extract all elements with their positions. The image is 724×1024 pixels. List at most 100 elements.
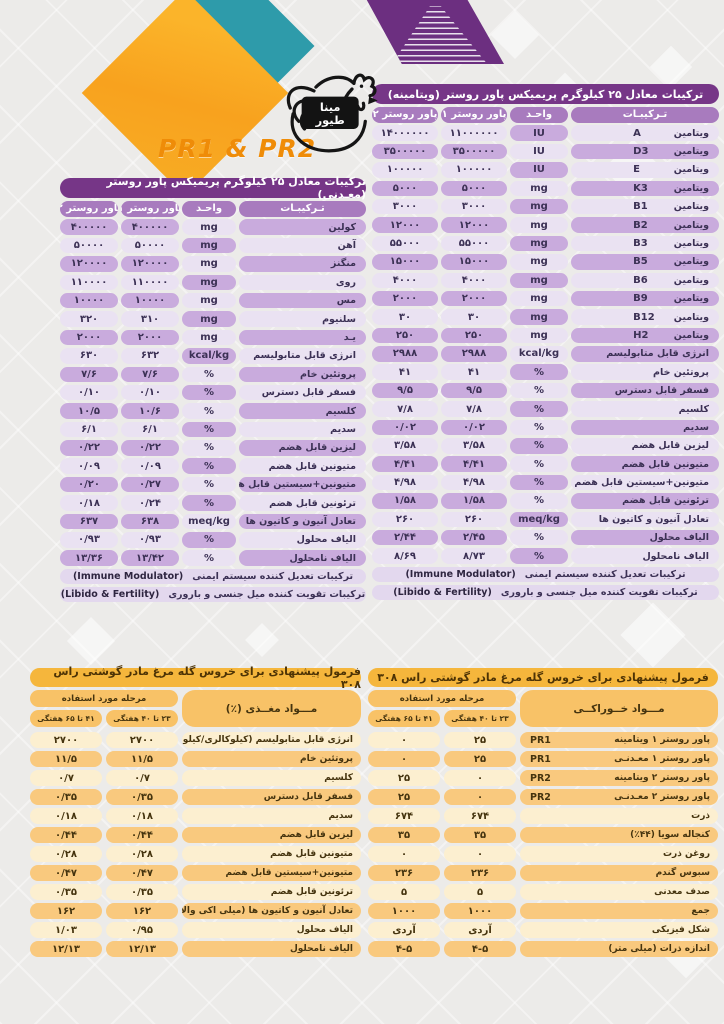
week-range-2: ۴۱ تا ۶۵ هفتگی: [368, 710, 440, 727]
row-label: منگنز: [239, 256, 366, 272]
value-cell: ۳۰۰۰: [441, 198, 507, 215]
table-row: انرژی قابل متابولیسم kcal/kg ۲۹۸۸ ۲۹۸۸: [372, 346, 719, 362]
value-cell: ۰/۳۵: [106, 884, 178, 900]
row-label: ترئونین قابل هضم: [571, 493, 719, 509]
row-label: متیونین+سیستین قابل هضم: [182, 865, 361, 881]
unit-cell: mg: [510, 327, 568, 344]
libido-fertility-note: ترکیبات تقویت کننده میل جنسی و باروری (L…: [60, 586, 366, 602]
value-cell: ۲۵۰: [441, 327, 507, 344]
table-row: ویتامین H2 mg ۲۵۰ ۲۵۰: [372, 327, 719, 344]
row-label: ویتامین B6: [571, 272, 719, 289]
value-cell: ۰/۳۵: [30, 884, 102, 900]
value-cell: ۲۶۰: [372, 511, 438, 528]
row-label: ویتامین B9: [571, 290, 719, 307]
column-header-v1: پاور روستر ۱: [121, 201, 179, 217]
logo-text-plate: [301, 96, 359, 129]
unit-cell: kcal/kg: [510, 346, 568, 362]
value-cell: ۲۵: [368, 789, 440, 805]
value-cell: ۳۵: [444, 827, 516, 843]
table-row: الیاف محلول% ۲/۴۵ ۲/۴۴: [372, 529, 719, 546]
unit-cell: mg: [182, 292, 236, 309]
week-subheaders: ۲۳ تا ۴۰ هفتگی ۴۱ تا ۶۵ هفتگی: [30, 710, 178, 727]
unit-cell: IU: [510, 162, 568, 178]
value-cell: ۱/۵۸: [441, 493, 507, 509]
value-cell: ۲۵: [444, 732, 516, 748]
value-cell: ۵۰۰۰۰: [60, 237, 118, 254]
value-cell: ۵۵۰۰۰: [372, 235, 438, 252]
row-label: ویتامین K3: [571, 180, 719, 197]
table-row: ترئونین قابل هضم% ۱/۵۸ ۱/۵۸: [372, 493, 719, 509]
value-cell: ۷/۶: [121, 366, 179, 383]
value-cell: ۶۳۸: [121, 513, 179, 530]
value-cell: ۰/۷: [106, 770, 178, 786]
value-cell: ۱۲۰۰۰: [441, 217, 507, 233]
value-cell: ۵: [368, 884, 440, 900]
stage-label: مرحله مورد استفاده: [30, 690, 178, 707]
value-cell: ۲۰۰۰: [372, 290, 438, 307]
value-cell: ۴۱: [441, 364, 507, 380]
value-cell: ۰/۲۸: [106, 846, 178, 862]
table-row: مس mg ۱۰۰۰۰ ۱۰۰۰۰: [60, 292, 366, 309]
value-cell: ۶/۱: [121, 421, 179, 438]
table-body: پاور روستر ۱ ویتامینه PR1 ۲۵ ۰ پاور روستر ۱ …: [368, 732, 718, 957]
background-diamond: [66, 616, 116, 666]
row-label: سدیم: [571, 419, 719, 436]
table-row: کولین mg ۴۰۰۰۰۰ ۴۰۰۰۰۰: [60, 219, 366, 235]
product-code: H2: [633, 329, 649, 341]
immune-modulator-note: ترکیبات تعدیل کننده سیستم ایمنی (Immune …: [60, 568, 366, 584]
row-label: سبوس گندم: [520, 865, 718, 881]
product-code: PR2: [530, 791, 551, 803]
value-cell: ۴-۵: [444, 941, 516, 957]
row-label: ویتامین B2: [571, 217, 719, 233]
table-row: شکل فیزیکی آردی آردی: [368, 922, 718, 938]
table-row: انرژی قابل متابولیسم kcal/kg ۶۳۲ ۶۳۰: [60, 348, 366, 364]
column-header-v2: پاور روستر ۲: [372, 107, 438, 123]
table-row: سلنیوم mg ۳۱۰ ۳۲۰: [60, 311, 366, 327]
value-cell: ۰/۲۲: [121, 440, 179, 456]
value-cell: ۲۵: [368, 770, 440, 786]
table-row: منگنز mg ۱۲۰۰۰۰ ۱۲۰۰۰۰: [60, 256, 366, 272]
row-label: ترئونین قابل هضم: [182, 884, 361, 900]
row-label: تعادل آنیون و کاتیون ها (میلی اکی والان/…: [182, 903, 361, 919]
value-cell: ۴/۴۱: [372, 456, 438, 472]
value-cell: ۷/۸: [372, 401, 438, 417]
mineral-premix-table: ترکیبات معادل ۲۵ کیلوگرم پریمیکس پاور رو…: [60, 175, 366, 605]
value-cell: ۱۰۰۰۰: [60, 292, 118, 309]
unit-cell: %: [182, 458, 236, 474]
row-label: فسفر قابل دسترس: [182, 789, 361, 805]
row-label: الیاف نامحلول: [182, 941, 361, 957]
background-diamond: [245, 623, 279, 657]
value-cell: ۰/۲۰: [60, 476, 118, 493]
table-row: ویتامین B5 mg ۱۵۰۰۰ ۱۵۰۰۰: [372, 254, 719, 270]
value-cell: ۰/۱۸: [30, 808, 102, 824]
value-cell: ۹/۵: [441, 382, 507, 399]
table-header-row: تـرکیبـات واحـد پاور روستر ۱ پاور روستر …: [60, 201, 366, 217]
table-row: ترئونین قابل هضم ۰/۳۵ ۰/۳۵: [30, 884, 361, 900]
table-row: لیزین قابل هضم% ۰/۲۲ ۰/۲۲: [60, 440, 366, 456]
table-row: الیاف نامحلول% ۱۳/۴۲ ۱۳/۳۶: [60, 550, 366, 566]
value-cell: ۲۹۸۸: [441, 346, 507, 362]
row-label: الیاف نامحلول: [571, 548, 719, 564]
row-label: الیاف نامحلول: [239, 550, 366, 566]
value-cell: ۴۰۰۰: [441, 272, 507, 289]
libido-fertility-note: ترکیبات تقویت کننده میل جنسی و باروری (L…: [372, 584, 719, 600]
unit-cell: mg: [182, 219, 236, 235]
table-row: ویتامین B2 mg ۱۲۰۰۰ ۱۲۰۰۰: [372, 217, 719, 233]
value-cell: ۱۱/۵: [106, 751, 178, 767]
unit-cell: %: [182, 366, 236, 383]
table-row: لیزین قابل هضم ۰/۴۴ ۰/۴۴: [30, 827, 361, 843]
table-row: الیاف محلول ۰/۹۵ ۱/۰۳: [30, 922, 361, 938]
value-cell: ۱۲۰۰۰: [372, 217, 438, 233]
week-range-1: ۲۳ تا ۴۰ هفتگی: [106, 710, 178, 727]
row-label: متیونین قابل هضم: [571, 456, 719, 472]
unit-cell: mg: [182, 274, 236, 291]
value-cell: ۲۳۶: [368, 865, 440, 881]
table-row: ترئونین قابل هضم% ۰/۲۴ ۰/۱۸: [60, 495, 366, 511]
value-cell: ۰/۴۴: [30, 827, 102, 843]
row-label: سدیم: [239, 421, 366, 438]
table-body: انرژی قابل متابولیسم (کیلوکالری/کیلوگرم)…: [30, 732, 361, 957]
value-cell: ۲۹۸۸: [372, 346, 438, 362]
value-cell: ۳/۵۸: [441, 438, 507, 454]
value-cell: ۱۰۰۰۰۰: [441, 162, 507, 178]
